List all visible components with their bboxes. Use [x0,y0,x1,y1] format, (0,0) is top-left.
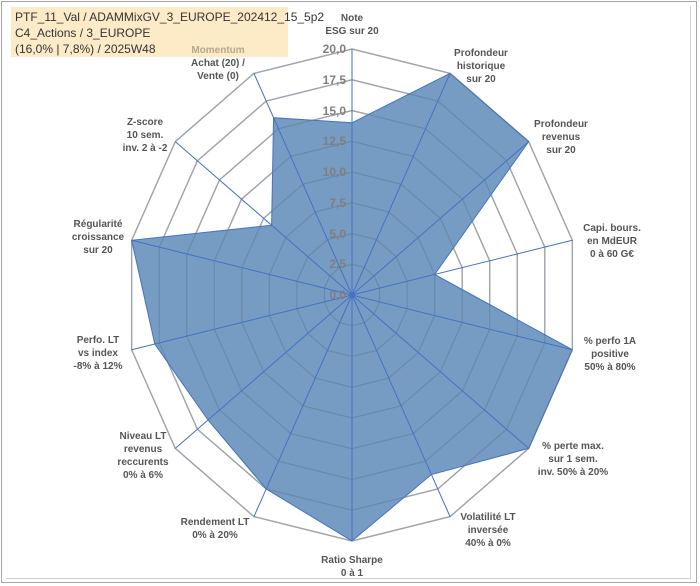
axis-spoke [351,239,573,296]
tick-label: 20,0 [322,42,346,56]
axis-spoke [253,73,353,296]
category-text: Achat (20) / Vente (0) [191,58,245,82]
category-label: Note ESG sur 20 [325,13,379,37]
plot-area [6,6,691,579]
category-label: Z-score 10 sem. inv. 2 à -2 [122,117,168,154]
category-label: Régularité croissance sur 20 [71,219,125,256]
tick-label: 17,5 [322,72,346,87]
category-label: Profondeur historique sur 20 [454,48,508,85]
tick-label: 5,0 [329,226,346,241]
chart-title-box: PTF_11_Val / ADAMMixGV_3_EUROPE_202412_1… [11,7,325,57]
axis-spoke [253,294,353,517]
axis-spoke [351,73,451,296]
center-point [349,292,355,298]
category-label: Momentum Achat (20) / Vente (0) [191,44,245,83]
tick-label: 10,0 [322,165,346,179]
tick-label: 0,0 [329,288,346,302]
tick-label: 2,5 [329,257,346,272]
tick-label: 7,5 [329,195,346,210]
title-line-2: C4_Actions / 3_EUROPE [15,26,151,40]
axis-spoke [174,294,353,449]
title-line-3: (16,0% | 7,8%) / 2025W48 [15,42,156,56]
category-label: Volatilité LT inversée 40% à 0% [460,512,516,549]
category-label: % perte max. sur 1 sem. inv. 50% à 20% [537,441,609,478]
axis-spoke [351,294,573,351]
tick-label: 15,0 [322,103,346,118]
axis-spoke [351,141,530,296]
title-line-1: PTF_11_Val / ADAMMixGV_3_EUROPE_202412_1… [15,10,325,24]
momentum-header: Momentum [191,45,245,56]
category-label: Ratio Sharpe 0 à 1 [321,555,383,579]
axis-spoke [131,239,353,296]
category-label: Capi. bours. en MdEUR 0 à 60 G€ [583,223,641,260]
category-label: Rendement LT 0% à 20% [180,517,250,541]
category-label: Profondeur revenus sur 20 [534,119,588,156]
axis-spoke [351,294,451,517]
category-label: % perfo 1A positive 50% à 80% [583,336,637,373]
category-label: Niveau LT revenus reccurents 0% à 6% [117,431,169,481]
tick-label: 12,5 [322,134,346,149]
axis-spoke [351,294,530,449]
axis-spoke [174,141,353,296]
category-label: Perfo. LT vs index -8% à 12% [73,335,123,372]
axis-spoke [131,294,353,351]
